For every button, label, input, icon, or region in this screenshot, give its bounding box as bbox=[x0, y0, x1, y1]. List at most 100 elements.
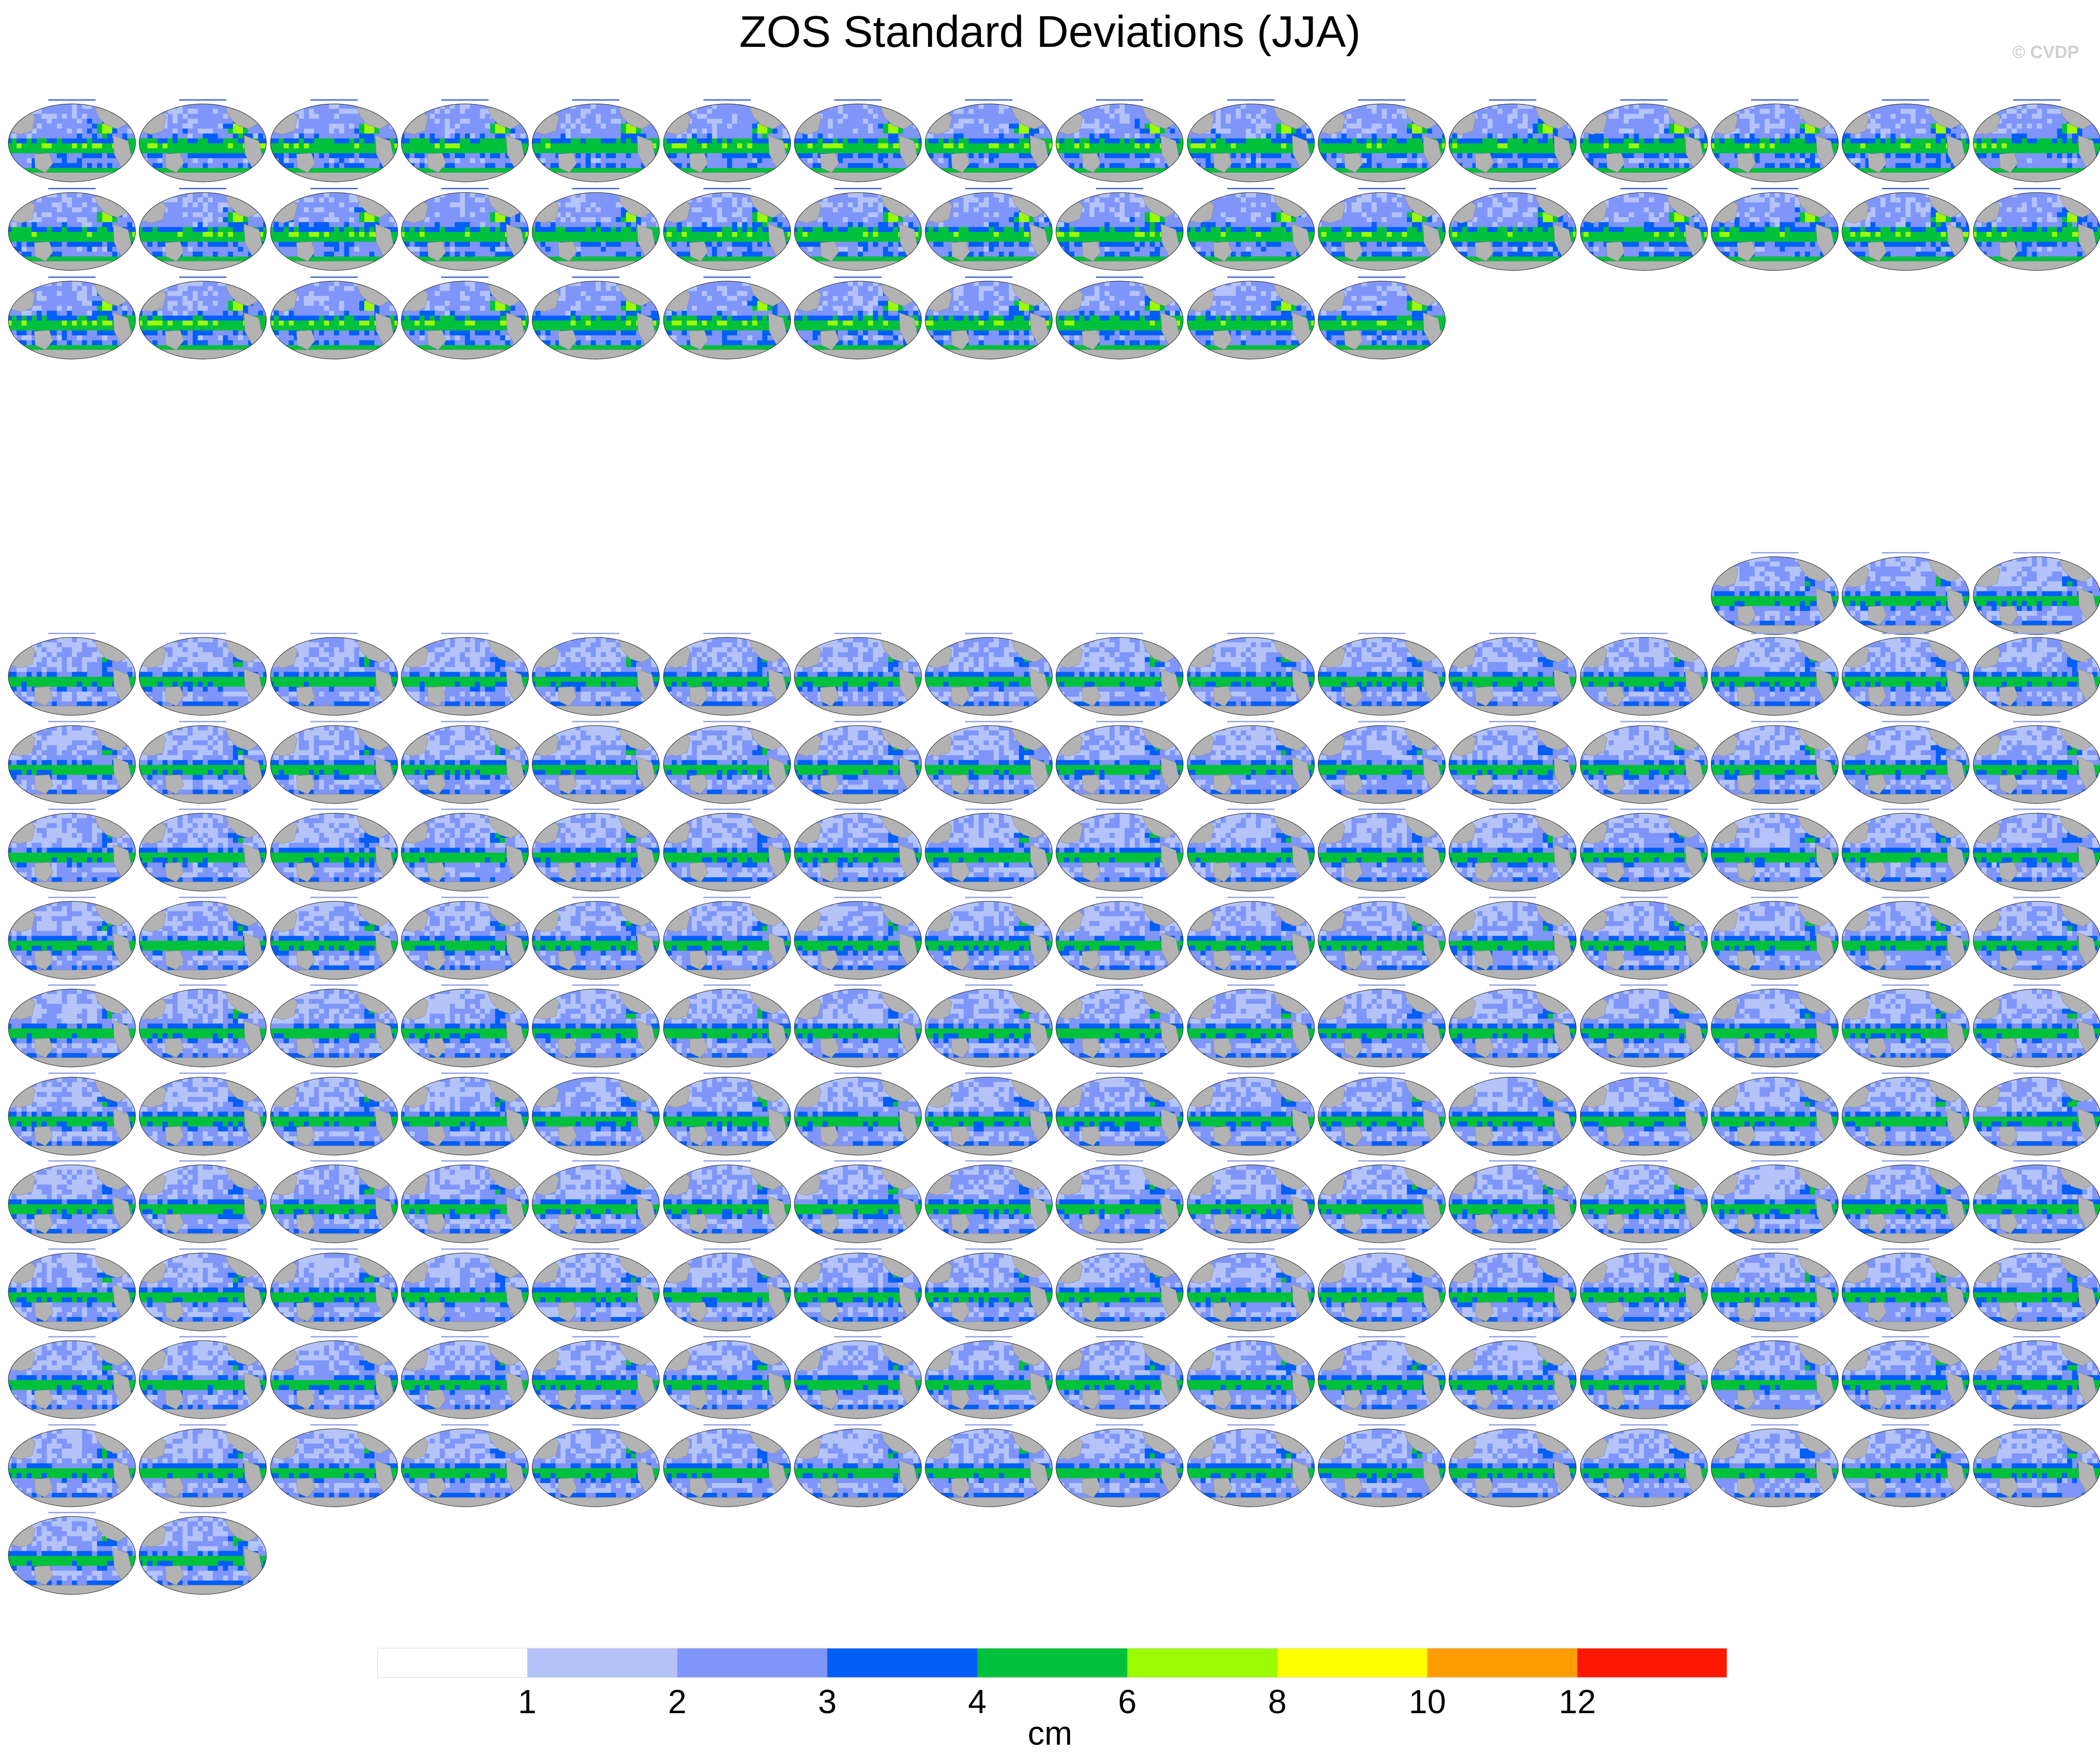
map-panel bbox=[662, 1159, 792, 1246]
map-panel bbox=[1971, 1423, 2100, 1510]
map-panel bbox=[269, 808, 399, 894]
map-panel bbox=[1185, 276, 1316, 362]
map-panel bbox=[1578, 187, 1709, 273]
map-panel bbox=[1840, 983, 1971, 1070]
map-panel bbox=[1840, 632, 1971, 718]
map-panel bbox=[1709, 720, 1840, 806]
map-panel bbox=[1840, 187, 1971, 273]
map-panel bbox=[1840, 1072, 1971, 1158]
map-panel bbox=[1840, 98, 1971, 185]
map-panel bbox=[399, 187, 530, 273]
map-panel bbox=[1447, 808, 1578, 894]
map-panel bbox=[137, 1159, 268, 1246]
map-panel bbox=[137, 1247, 268, 1334]
map-panel bbox=[6, 1247, 137, 1334]
map-panel bbox=[792, 1247, 923, 1334]
colorbar-swatch bbox=[1127, 1648, 1278, 1678]
map-panel bbox=[399, 1159, 530, 1246]
map-panel bbox=[1578, 1247, 1709, 1334]
map-panel bbox=[530, 983, 661, 1070]
map-panel bbox=[1578, 98, 1709, 185]
map-panel bbox=[923, 276, 1054, 362]
colorbar-swatch bbox=[677, 1648, 828, 1678]
map-panel bbox=[1971, 98, 2100, 185]
map-panel bbox=[137, 187, 268, 273]
map-panel bbox=[530, 1423, 661, 1510]
map-panel bbox=[923, 1159, 1054, 1246]
map-panel bbox=[1840, 1335, 1971, 1421]
map-panel bbox=[269, 1159, 399, 1246]
map-panel bbox=[399, 276, 530, 362]
map-panel bbox=[1709, 1423, 1840, 1510]
map-panel bbox=[1971, 720, 2100, 806]
map-panel bbox=[530, 720, 661, 806]
map-panel bbox=[1447, 1247, 1578, 1334]
map-panel bbox=[1971, 808, 2100, 894]
map-panel bbox=[1447, 1072, 1578, 1158]
map-panel bbox=[1840, 1423, 1971, 1510]
map-panel bbox=[662, 808, 792, 894]
map-panel bbox=[530, 276, 661, 362]
map-panel bbox=[137, 1423, 268, 1510]
colorbar-swatch bbox=[377, 1648, 528, 1678]
map-panel bbox=[1054, 1159, 1185, 1246]
map-panel bbox=[792, 1159, 923, 1246]
map-panel bbox=[1185, 187, 1316, 273]
map-panel bbox=[923, 983, 1054, 1070]
map-panel bbox=[1971, 1247, 2100, 1334]
map-panel bbox=[6, 808, 137, 894]
map-panel bbox=[6, 1159, 137, 1246]
map-panel bbox=[1709, 1072, 1840, 1158]
map-panel bbox=[662, 1423, 792, 1510]
map-panel bbox=[792, 187, 923, 273]
map-panel bbox=[1578, 720, 1709, 806]
map-panel bbox=[1578, 983, 1709, 1070]
map-panel bbox=[399, 720, 530, 806]
map-panel bbox=[1447, 896, 1578, 982]
map-panel bbox=[662, 720, 792, 806]
map-panel bbox=[923, 187, 1054, 273]
map-panel bbox=[792, 1072, 923, 1158]
map-panel bbox=[269, 896, 399, 982]
map-panel bbox=[923, 896, 1054, 982]
colorbar-swatch bbox=[827, 1648, 978, 1678]
map-panel bbox=[1316, 808, 1447, 894]
map-panel bbox=[530, 1335, 661, 1421]
map-panel bbox=[1185, 808, 1316, 894]
map-panel bbox=[1709, 808, 1840, 894]
map-panel bbox=[792, 720, 923, 806]
map-panel bbox=[1054, 1072, 1185, 1158]
map-panel bbox=[1578, 1072, 1709, 1158]
map-panel bbox=[1316, 896, 1447, 982]
map-panel bbox=[1054, 1423, 1185, 1510]
map-panel bbox=[6, 983, 137, 1070]
map-panel bbox=[662, 896, 792, 982]
map-panel bbox=[1840, 1247, 1971, 1334]
map-panel bbox=[530, 1247, 661, 1334]
map-panel bbox=[792, 1335, 923, 1421]
colorbar-swatch bbox=[1277, 1648, 1428, 1678]
map-panel bbox=[530, 98, 661, 185]
map-panel bbox=[6, 276, 137, 362]
map-panel bbox=[399, 98, 530, 185]
map-panel bbox=[1709, 983, 1840, 1070]
map-panel bbox=[923, 1072, 1054, 1158]
map-panel bbox=[137, 896, 268, 982]
map-panel bbox=[1578, 632, 1709, 718]
map-panel bbox=[1316, 276, 1447, 362]
map-panel bbox=[269, 1335, 399, 1421]
map-panel bbox=[1054, 983, 1185, 1070]
colorbar-swatch bbox=[977, 1648, 1127, 1678]
map-panel bbox=[1185, 896, 1316, 982]
map-panel bbox=[269, 632, 399, 718]
map-panel bbox=[1054, 98, 1185, 185]
map-panel bbox=[1054, 896, 1185, 982]
map-panel bbox=[530, 632, 661, 718]
map-panel bbox=[6, 98, 137, 185]
map-panel bbox=[1447, 187, 1578, 273]
map-panel bbox=[269, 983, 399, 1070]
map-panel bbox=[662, 1247, 792, 1334]
map-panel bbox=[923, 1335, 1054, 1421]
colorbar bbox=[377, 1648, 1727, 1678]
map-panel bbox=[530, 1072, 661, 1158]
